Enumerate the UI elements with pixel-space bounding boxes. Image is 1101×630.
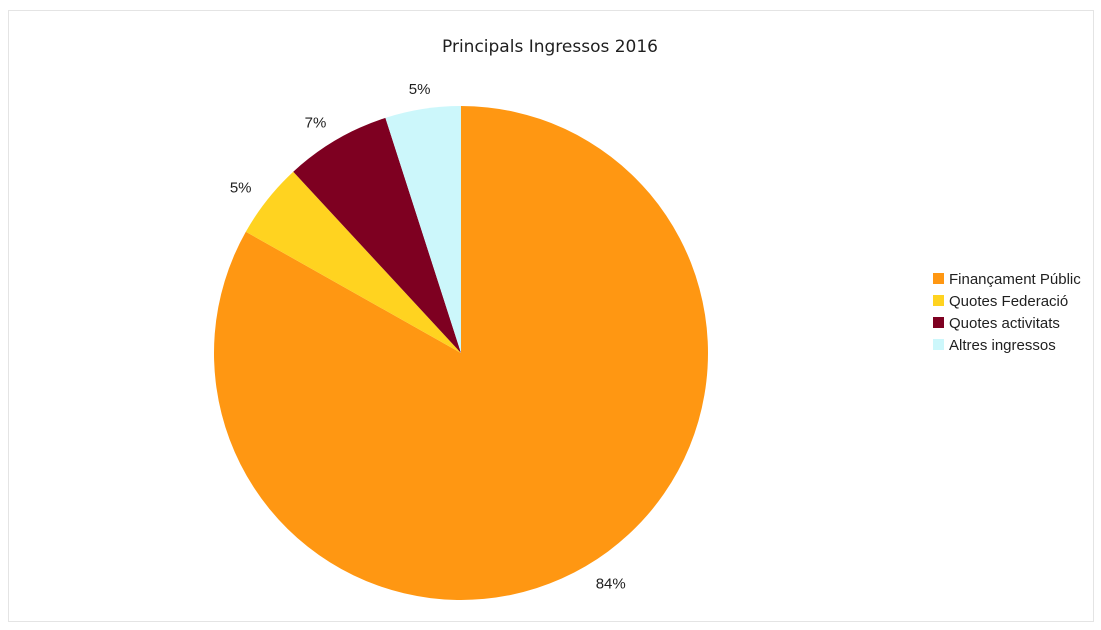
legend-label-quotes-activitats: Quotes activitats (949, 315, 1060, 332)
legend-swatch-quotes-federacio (933, 295, 944, 306)
chart-frame (8, 10, 1094, 622)
legend-swatch-financament-public (933, 273, 944, 284)
pie-slice-altres-ingressos (385, 106, 461, 353)
chart-title: Principals Ingressos 2016 (442, 37, 658, 57)
legend-label-quotes-federacio: Quotes Federació (949, 293, 1068, 310)
pie-slices (213, 106, 709, 601)
pie-slice-financament-public (213, 106, 709, 601)
pie-slice-quotes-activitats (293, 117, 461, 354)
slice-label-quotes-federacio: 5% (230, 179, 252, 196)
slice-label-financament-public: 84% (596, 576, 626, 593)
legend: Finançament Públic Quotes Federació Quotes… (933, 271, 1081, 354)
slice-labels: 84% 5% 7% 5% (230, 81, 626, 592)
pie-slice-quotes-federacio (245, 171, 461, 353)
legend-swatch-quotes-activitats (933, 317, 944, 328)
slice-label-altres-ingressos: 5% (409, 81, 431, 98)
legend-label-altres-ingressos: Altres ingressos (949, 337, 1056, 354)
legend-swatch-altres-ingressos (933, 339, 944, 350)
slice-label-quotes-activitats: 7% (305, 114, 327, 131)
legend-label-financament-public: Finançament Públic (949, 271, 1081, 288)
